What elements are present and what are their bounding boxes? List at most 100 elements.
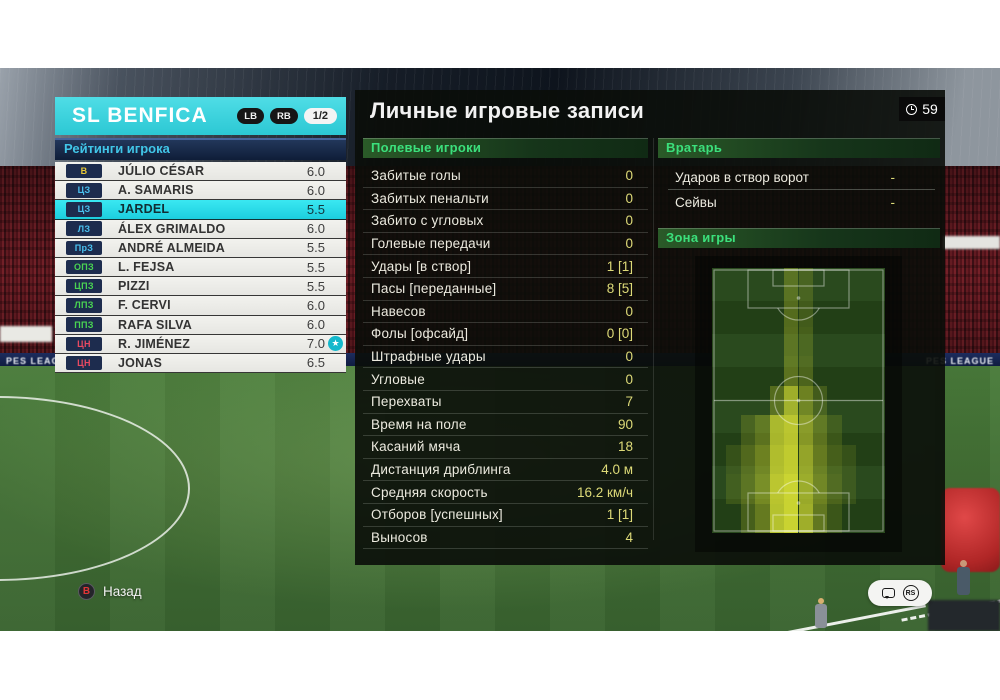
lb-button[interactable]: LB	[237, 108, 264, 124]
stat-label: Пасы [переданные]	[371, 281, 497, 297]
heat-cell	[798, 474, 813, 504]
heat-cell	[798, 415, 813, 445]
player-row[interactable]: ОПЗ L. FEJSA 5.5	[55, 257, 346, 278]
player-row[interactable]: ЦПЗ PIZZI 5.5	[55, 277, 346, 297]
position-badge: ЦЗ	[66, 183, 102, 198]
player-rating: 6.0	[306, 182, 325, 198]
stat-value: 1 [1]	[606, 507, 633, 523]
player-row[interactable]: ЦН JONAS 6.5	[55, 353, 346, 374]
goalkeeper-section-header: Вратарь	[658, 138, 940, 158]
chat-bubble-icon	[881, 588, 895, 599]
heat-cell	[827, 503, 842, 533]
player-rating: 6.0	[306, 221, 325, 237]
stat-row: Угловые 0	[363, 368, 648, 391]
rb-button[interactable]: RB	[269, 108, 298, 124]
stat-row: Отборов [успешных] 1 [1]	[363, 504, 648, 527]
stat-value: 4.0 м	[601, 462, 633, 478]
position-badge: ЦН	[66, 336, 102, 352]
player-name: ÁLEX GRIMALDO	[118, 221, 226, 236]
back-control[interactable]: B Назад	[78, 583, 142, 600]
zone-section-header: Зона игры	[658, 228, 940, 248]
player-rating: 6.0	[306, 317, 325, 333]
stat-value: 0 [0]	[606, 326, 633, 342]
player-name: A. SAMARIS	[118, 183, 194, 198]
zone-heatmap	[712, 268, 885, 533]
player-rating: 5.5	[306, 278, 325, 294]
broadcast-equipment	[928, 600, 1000, 631]
stat-row: Удары [в створ] 1 [1]	[363, 255, 648, 278]
player-rating: 6.0	[306, 297, 325, 313]
heat-cell	[798, 297, 813, 327]
pitchside-staff	[960, 560, 967, 567]
stat-row: Перехваты 7	[363, 391, 648, 414]
heat-cell	[812, 415, 828, 445]
stat-row: Штрафные удары 0	[363, 346, 648, 369]
position-badge: ЦПЗ	[66, 278, 102, 294]
page-indicator: 1/2	[303, 108, 337, 124]
player-row[interactable]: ППЗ RAFA SILVA 6.0	[55, 315, 346, 335]
pitchside-camera-operator	[818, 598, 824, 604]
position-badge: ЦН	[66, 355, 102, 371]
stat-label: Забитые голы	[371, 168, 461, 184]
heat-cell	[784, 268, 799, 298]
stat-value: 0	[625, 190, 633, 206]
game-screen: PES LEAGUE PES LEAGUE + SL BENFICA LB RB…	[0, 68, 1000, 631]
position-badge: ОПЗ	[66, 259, 102, 275]
player-name: JÚLIO CÉSAR	[118, 164, 205, 179]
stat-value: 0	[625, 213, 633, 229]
player-name: L. FEJSA	[118, 260, 175, 275]
position-badge: ППЗ	[66, 317, 102, 332]
heat-cell	[740, 415, 756, 445]
stat-value: 4	[625, 529, 633, 545]
stat-value: 18	[617, 439, 633, 455]
stat-label: Голевые передачи	[371, 236, 491, 252]
heat-cell	[798, 268, 813, 298]
player-row[interactable]: ЛПЗ F. CERVI 6.0	[55, 296, 346, 316]
heat-cell	[726, 444, 741, 475]
stat-value: 16.2 км/ч	[577, 484, 633, 500]
heat-cell	[798, 444, 813, 475]
b-button-icon[interactable]: B	[78, 583, 95, 600]
heat-cell	[798, 385, 813, 416]
camera-rain-cover	[941, 488, 1000, 572]
back-label: Назад	[103, 584, 142, 599]
stats-panel: Личные игровые записи Полевые игроки Вра…	[355, 90, 945, 565]
stat-label: Удары [в створ]	[371, 258, 472, 274]
stat-row: Забитых пенальти 0	[363, 188, 648, 211]
stat-value: 0	[625, 349, 633, 365]
stat-label: Штрафные удары	[371, 349, 486, 365]
player-name: F. CERVI	[118, 298, 171, 313]
position-badge: В	[66, 163, 102, 179]
player-rating: 5.5	[306, 259, 325, 275]
heat-cell	[841, 474, 857, 504]
stat-row: Дистанция дриблинга 4.0 м	[363, 459, 648, 482]
player-rating: 5.5	[306, 240, 325, 256]
player-row[interactable]: ПрЗ ANDRÉ ALMEIDA 5.5	[55, 238, 346, 258]
heat-cell	[827, 444, 842, 475]
stat-label: Дистанция дриблинга	[371, 462, 511, 478]
heat-cell	[798, 356, 813, 386]
hint-pill[interactable]: RS	[868, 580, 932, 606]
player-row[interactable]: ЦЗ JARDEL 5.5	[55, 200, 346, 220]
stat-row: Забитые голы 0	[363, 165, 648, 188]
player-row[interactable]: ЦЗ A. SAMARIS 6.0	[55, 181, 346, 201]
pitch-lines-icon	[713, 269, 884, 532]
stat-label: Выносов	[371, 529, 428, 545]
stat-row: Выносов 4	[363, 527, 648, 550]
team-name: SL BENFICA	[72, 104, 208, 127]
clock-icon	[906, 103, 918, 115]
player-name: JONAS	[118, 355, 163, 370]
player-row[interactable]: ЦН R. JIMÉNEZ 7.0 ★	[55, 334, 346, 354]
player-row[interactable]: В JÚLIO CÉSAR 6.0	[55, 162, 346, 182]
stat-row: Фолы [офсайд] 0 [0]	[363, 323, 648, 346]
player-rating: 6.0	[306, 163, 325, 179]
player-name: RAFA SILVA	[118, 317, 192, 332]
heat-cell	[812, 385, 828, 416]
heat-cell	[740, 474, 756, 504]
stat-row: Средняя скорость 16.2 км/ч	[363, 481, 648, 504]
star-slot: ★	[325, 336, 346, 352]
stat-label: Средняя скорость	[371, 484, 488, 500]
player-row[interactable]: ЛЗ ÁLEX GRIMALDO 6.0	[55, 219, 346, 239]
heat-cell	[726, 474, 741, 504]
goalkeeper-stats-list: Ударов в створ ворот - Сейвы -	[658, 166, 940, 214]
